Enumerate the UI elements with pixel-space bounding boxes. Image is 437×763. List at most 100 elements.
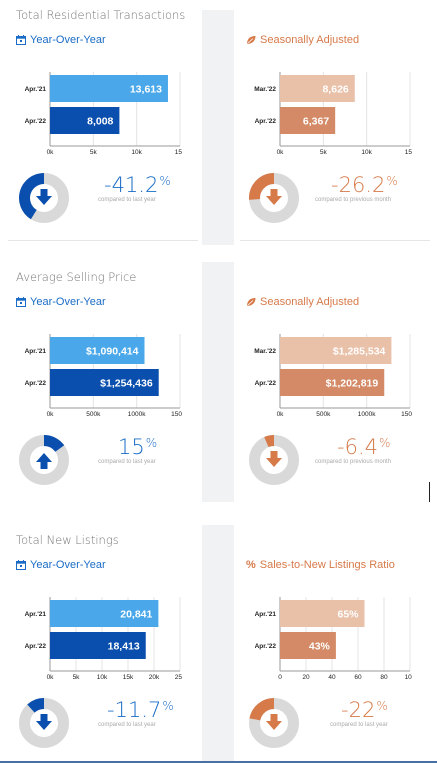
page-bottom-border <box>0 761 437 763</box>
category-label: Apr.'21 <box>25 86 47 93</box>
yoy-subtitle: Year-Over-Year <box>16 34 106 46</box>
column-divider <box>202 525 234 761</box>
category-label: Apr.'22 <box>25 118 47 125</box>
comparison-caption: compared to last year <box>98 459 156 465</box>
percent-change: -6.4% <box>337 435 390 459</box>
bar-chart: 0k 500k 1000k 1500k Apr.'21 $1,090,414 Apr.'22… <box>12 332 182 432</box>
percent-change: 15% <box>118 435 157 459</box>
x-tick-label: 5k <box>73 674 81 681</box>
x-tick-label: 0k <box>47 411 55 418</box>
x-tick-label: 20 <box>302 674 310 681</box>
arrow-down-icon <box>266 714 282 730</box>
calendar-icon <box>16 35 26 45</box>
comparison-caption: compared to last year <box>98 197 156 203</box>
section-total-transactions: Total Residential Transactions Year-Over… <box>0 0 437 245</box>
data-label: 18,413 <box>108 641 140 653</box>
bar <box>280 632 336 659</box>
bar <box>50 337 145 364</box>
subtitle-label: Year-Over-Year <box>30 296 106 308</box>
subtitle-label: Seasonally Adjusted <box>260 34 360 46</box>
section-title: Total New Listings <box>16 533 119 547</box>
x-tick-label: 15k <box>123 674 134 681</box>
bar-chart: 0k 5k 10k 15k 20k 25k Apr.'21 20,841 Apr.'22 18,4… <box>12 595 182 695</box>
data-label: 43% <box>309 641 331 653</box>
data-label: $1,285,534 <box>333 346 386 358</box>
x-tick-label: 15k <box>175 149 182 156</box>
change-gauge <box>18 697 70 749</box>
section-title: Average Selling Price <box>16 270 137 284</box>
gauge-fill <box>19 173 45 220</box>
subtitle-label: Sales-to-New Listings Ratio <box>259 559 395 571</box>
divider-line <box>8 240 198 241</box>
arrow-down-icon <box>36 189 52 205</box>
subtitle-label: Seasonally Adjusted <box>260 296 360 308</box>
x-tick-label: 5k <box>90 149 98 156</box>
gauge-fill <box>249 173 275 200</box>
bar <box>280 369 385 396</box>
seasonal-subtitle: Seasonally Adjusted <box>246 296 359 308</box>
arrow-up-icon <box>36 453 52 469</box>
category-label: Mar.'22 <box>254 348 276 355</box>
data-label: $1,254,436 <box>100 378 153 390</box>
x-tick-label: 60 <box>354 674 362 681</box>
data-label: 6,367 <box>303 116 329 128</box>
gauge-fill <box>43 435 65 453</box>
change-gauge <box>18 172 70 224</box>
data-label: 65% <box>337 609 359 621</box>
bar <box>50 107 120 134</box>
percent-change: -11.7% <box>107 698 174 722</box>
data-label: 13,613 <box>130 84 162 96</box>
percent-value: -22 <box>341 698 376 722</box>
x-tick-label: 10k <box>361 149 372 156</box>
x-tick-label: 0k <box>47 674 55 681</box>
yoy-subtitle: Year-Over-Year <box>16 296 106 308</box>
change-gauge <box>248 172 300 224</box>
bar <box>50 369 159 396</box>
x-tick-label: 1000k <box>128 411 146 418</box>
category-label: Apr.'21 <box>25 348 47 355</box>
x-tick-label: 1500k <box>401 411 412 418</box>
comparison-caption: compared to last year <box>98 722 156 728</box>
leaf-icon <box>246 35 256 45</box>
percent-sign: % <box>386 174 398 188</box>
percent-value: -41.2 <box>104 173 159 197</box>
column-divider <box>202 262 234 502</box>
percent-value: -6.4 <box>337 435 378 459</box>
comparison-caption: compared to previous month <box>315 459 392 465</box>
percent-sign: % <box>376 699 388 713</box>
bar <box>280 75 355 102</box>
subtitle-label: Year-Over-Year <box>30 559 106 571</box>
divider-line <box>240 240 430 241</box>
bar <box>50 75 168 102</box>
data-label: 8,008 <box>87 116 113 128</box>
x-tick-label: 40 <box>328 674 336 681</box>
percent-value: -11.7 <box>107 698 162 722</box>
bar <box>50 632 146 659</box>
x-tick-label: 1000k <box>358 411 376 418</box>
x-tick-label: 10k <box>97 674 108 681</box>
x-tick-label: 15k <box>405 149 412 156</box>
x-tick-label: 1500k <box>171 411 182 418</box>
change-gauge <box>248 434 300 486</box>
arrow-down-icon <box>266 451 282 467</box>
bar <box>280 107 336 134</box>
comparison-caption: compared to previous month <box>315 197 392 203</box>
gauge-fill <box>27 698 45 713</box>
x-tick-label: 500k <box>86 411 101 418</box>
bar-chart: 0k 5k 10k 15k Mar.'22 8,626 Apr.'22 6,367 <box>242 70 412 170</box>
seasonal-subtitle: Seasonally Adjusted <box>246 34 359 46</box>
x-tick-label: 0k <box>47 149 55 156</box>
column-divider <box>202 10 234 245</box>
data-label: $1,202,819 <box>326 378 379 390</box>
x-tick-label: 500k <box>316 411 331 418</box>
category-label: Apr.'22 <box>25 380 47 387</box>
percent-sign: % <box>378 436 391 450</box>
x-tick-label: 10k <box>131 149 142 156</box>
data-label: $1,090,414 <box>86 346 139 358</box>
change-gauge <box>18 434 70 486</box>
gauge-fill <box>249 698 275 721</box>
change-gauge <box>248 697 300 749</box>
gauge-fill <box>264 435 275 448</box>
category-label: Mar.'22 <box>254 86 276 93</box>
leaf-icon <box>246 297 256 307</box>
